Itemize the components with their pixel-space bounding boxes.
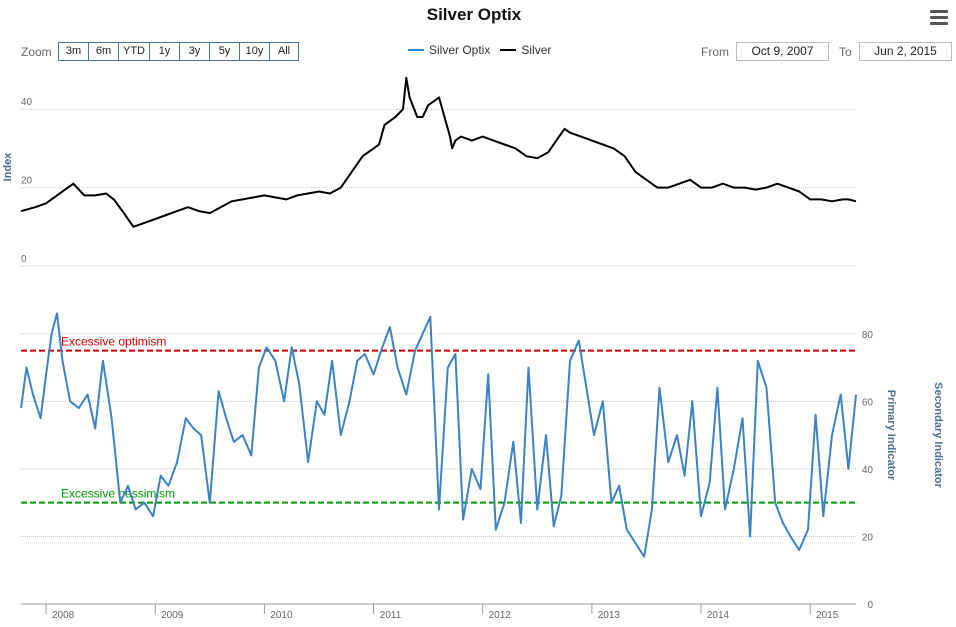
reference-line-label-1: Excessive pessimism: [61, 487, 175, 501]
zoom-6m-button[interactable]: 6m: [88, 43, 118, 60]
legend-swatch-silver-optix: [408, 49, 424, 51]
silver-series-line: [20, 76, 857, 228]
legend-label-silver: Silver: [521, 43, 552, 57]
x-tick-label-2013: 2013: [598, 610, 621, 621]
zoom-10y-button[interactable]: 10y: [239, 43, 269, 60]
top-y-tick-label-20: 20: [21, 176, 33, 187]
from-label: From: [701, 45, 729, 59]
legend-label-silver-optix: Silver Optix: [429, 43, 491, 57]
legend-item-silver-optix[interactable]: Silver Optix: [408, 43, 490, 57]
x-tick-label-2008: 2008: [52, 610, 75, 621]
legend: Silver Optix Silver: [408, 43, 561, 57]
top-y-axis-title: Index: [2, 152, 14, 182]
primary-y-tick-label-0: 0: [867, 600, 873, 611]
secondary-y-axis-title: Secondary Indicator: [932, 382, 944, 488]
zoom-3m-button[interactable]: 3m: [59, 43, 88, 60]
hamburger-menu-icon[interactable]: [930, 10, 948, 26]
zoom-all-button[interactable]: All: [269, 43, 298, 60]
legend-item-silver[interactable]: Silver: [500, 43, 551, 57]
zoom-3y-button[interactable]: 3y: [179, 43, 209, 60]
series-lines: [20, 76, 857, 558]
primary-y-tick-label-40: 40: [862, 465, 874, 476]
zoom-1y-button[interactable]: 1y: [149, 43, 179, 60]
to-label: To: [839, 45, 852, 59]
bottom-panel-grid: [21, 333, 856, 614]
top-y-tick-label-40: 40: [21, 97, 33, 108]
zoom-ytd-button[interactable]: YTD: [118, 43, 149, 60]
top-panel-grid: [21, 108, 856, 267]
reference-line-label-0: Excessive optimism: [61, 335, 166, 349]
axis-labels: 0 20 40 0 20 40 60 80 2008 2009 2010 2011 2012 2013 20…: [21, 97, 873, 621]
primary-y-axis-title: Primary Indicator: [885, 390, 897, 481]
x-tick-label-2010: 2010: [270, 610, 293, 621]
x-tick-label-2009: 2009: [161, 610, 184, 621]
zoom-button-group: 3m 6m YTD 1y 3y 5y 10y All: [58, 42, 299, 61]
x-tick-label-2014: 2014: [707, 610, 730, 621]
primary-y-tick-label-80: 80: [862, 330, 874, 341]
from-date-input[interactable]: Oct 9, 2007: [736, 42, 829, 61]
zoom-label: Zoom: [21, 45, 52, 59]
top-y-tick-label-0: 0: [21, 254, 27, 265]
x-tick-label-2011: 2011: [380, 610, 402, 621]
x-tick-label-2012: 2012: [489, 610, 512, 621]
primary-y-tick-label-60: 60: [862, 397, 874, 408]
silver-optix-series-line: [20, 312, 857, 558]
chart-title: Silver Optix: [426, 5, 522, 24]
x-tick-label-2015: 2015: [816, 610, 839, 621]
legend-swatch-silver: [500, 49, 517, 51]
zoom-5y-button[interactable]: 5y: [209, 43, 239, 60]
to-date-input[interactable]: Jun 2, 2015: [859, 42, 952, 61]
primary-y-tick-label-20: 20: [862, 532, 874, 543]
